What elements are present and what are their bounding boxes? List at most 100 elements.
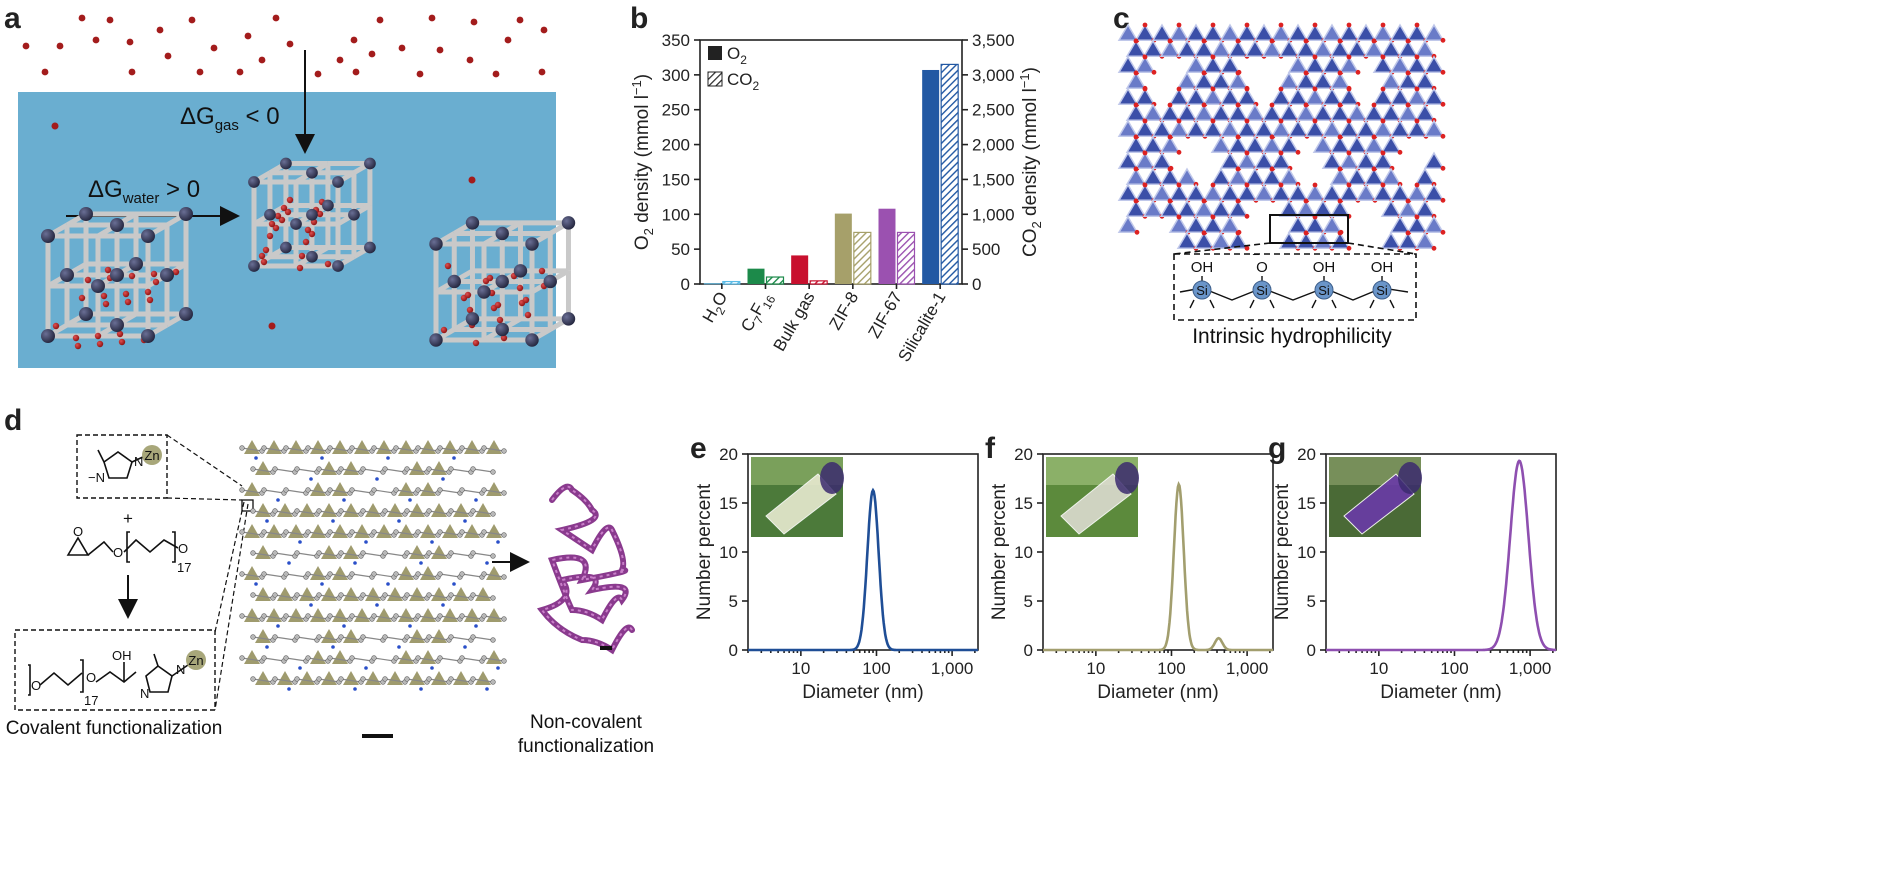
peg-epoxide xyxy=(66,531,179,563)
dls-ytick: 15 xyxy=(1014,494,1033,513)
dls-xtick: 1,000 xyxy=(931,659,974,678)
b-ylabel-left: O2 density (mmol l−1) xyxy=(629,74,656,250)
b-ytick-right: 0 xyxy=(972,275,981,294)
b-ytick-left: 0 xyxy=(681,275,690,294)
dls-xtick: 10 xyxy=(791,659,810,678)
dls-xtick: 100 xyxy=(1440,659,1468,678)
svg-text:Zn: Zn xyxy=(144,448,159,463)
b-bar-co2 xyxy=(896,231,916,285)
b-bar-o2 xyxy=(922,69,940,284)
si-atom xyxy=(1372,280,1392,300)
silanol-top-label: OH xyxy=(1191,259,1214,276)
svg-text:−N: −N xyxy=(88,470,105,485)
b-xtick-label: H2O xyxy=(699,289,735,328)
dls-ytick: 20 xyxy=(1297,445,1316,464)
dls-series-line xyxy=(1326,459,1556,652)
svg-text:Zn: Zn xyxy=(188,653,203,668)
panel-label-d: d xyxy=(4,404,23,437)
silanol-chain: Si OH Si O− Si OH Si OH xyxy=(1179,247,1409,309)
covalent-label: Covalent functionalization xyxy=(6,718,223,739)
b-ytick-right: 1,500 xyxy=(972,170,1015,189)
dls-ytick: 15 xyxy=(719,494,738,513)
b-bar-o2 xyxy=(703,283,721,285)
dls-xtick: 10 xyxy=(1086,659,1105,678)
silanol-top-label: O xyxy=(1256,259,1268,276)
si-label: Si xyxy=(1256,283,1268,298)
si-label: Si xyxy=(1376,283,1388,298)
b-ytick-right: 1,000 xyxy=(972,205,1015,224)
b-ytick-right: 2,000 xyxy=(972,136,1015,155)
svg-text:N: N xyxy=(176,662,185,677)
silanol-top-label: OH xyxy=(1371,259,1394,276)
b-bar-co2 xyxy=(853,231,872,285)
b-plot-frame xyxy=(699,39,963,285)
dls-ylabel: Number percent xyxy=(1272,483,1293,620)
vial-photo-inset xyxy=(1046,457,1139,537)
zif-cube-right xyxy=(429,216,576,347)
b-ytick-left: 250 xyxy=(662,101,690,120)
vial-photo-inset xyxy=(751,457,844,537)
silicalite-framework xyxy=(1117,22,1446,251)
dls-xtick: 1,000 xyxy=(1226,659,1269,678)
dls-series-line xyxy=(748,487,978,652)
panel-e-dls-chart: 0 5 10 15 20 10 100 1,000 Diameter (nm) Number pe… xyxy=(694,445,979,703)
panel-label-c: c xyxy=(1113,2,1130,35)
svg-text:17: 17 xyxy=(84,693,98,708)
dls-xtick: 100 xyxy=(1157,659,1185,678)
dls-ytick: 10 xyxy=(1297,543,1316,562)
b-ytick-left: 300 xyxy=(662,66,690,85)
svg-text:17: 17 xyxy=(177,560,191,575)
dls-ylabel: Number percent xyxy=(694,483,715,620)
silanol-top-label: OH xyxy=(1313,259,1336,276)
svg-text:OH: OH xyxy=(112,648,132,663)
si-atom xyxy=(1252,280,1272,300)
zn-icon xyxy=(142,445,162,465)
dissolved-molecules xyxy=(51,122,476,330)
svg-text:−: − xyxy=(1252,247,1260,262)
si-atom xyxy=(1192,280,1212,300)
dls-ytick: 0 xyxy=(1307,641,1316,660)
b-ytick-right: 3,500 xyxy=(972,31,1015,50)
plus-sign: + xyxy=(123,509,133,528)
b-ytick-left: 150 xyxy=(662,170,690,189)
b-xtick-label: Bulk gas xyxy=(770,289,819,355)
panel-d-illustration: Zn N −N + O O O 17 Zn O O 17 OH N N Cova… xyxy=(6,434,654,757)
b-bar-co2 xyxy=(722,280,741,285)
dls-ytick: 10 xyxy=(1014,543,1033,562)
dls-ytick: 0 xyxy=(1024,641,1033,660)
dls-ylabel: Number percent xyxy=(989,483,1010,620)
dls-xtick: 10 xyxy=(1369,659,1388,678)
zif-cube-left xyxy=(41,207,193,350)
svg-text:N: N xyxy=(134,454,143,469)
b-ytick-left: 100 xyxy=(662,205,690,224)
b-ytick-right: 3,000 xyxy=(972,66,1015,85)
panel-label-b: b xyxy=(630,2,649,35)
dls-xlabel: Diameter (nm) xyxy=(802,682,923,703)
b-bar-o2 xyxy=(747,268,765,284)
svg-text:N: N xyxy=(140,686,149,701)
functionalized-product xyxy=(28,653,189,696)
b-ytick-right: 500 xyxy=(972,240,1000,259)
dls-xlabel: Diameter (nm) xyxy=(1380,682,1501,703)
dls-series-line xyxy=(1043,481,1273,652)
protein-structure xyxy=(536,483,635,655)
panel-f-dls-chart: 0 5 10 15 20 10 100 1,000 Diameter (nm) Number pe… xyxy=(989,445,1274,703)
gas-molecules xyxy=(22,14,548,78)
b-ylabel-right: CO2 density (mmol l−1) xyxy=(1017,67,1044,257)
c-caption: Intrinsic hydrophilicity xyxy=(1192,325,1392,348)
b-legend-co2-swatch xyxy=(707,71,723,87)
b-bar-o2 xyxy=(791,255,809,284)
zif-cube-center xyxy=(248,157,376,272)
panel-b-bar-chart: 0 50 100 150 200 250 300 350 0 500 1,000 1,500 2,000… xyxy=(629,31,1044,365)
dls-ytick: 5 xyxy=(1024,592,1033,611)
b-bar-o2 xyxy=(834,213,852,284)
svg-text:O: O xyxy=(86,670,96,685)
panel-c-illustration: Si OH Si O− Si OH Si OH Intrinsic hydrophilicit… xyxy=(1117,22,1446,348)
panel-label-e: e xyxy=(690,432,707,465)
dls-ytick: 20 xyxy=(1014,445,1033,464)
b-ytick-left: 200 xyxy=(662,136,690,155)
svg-text:O: O xyxy=(178,541,188,556)
dls-xtick: 1,000 xyxy=(1509,659,1552,678)
b-bar-co2 xyxy=(765,276,785,285)
si-label: Si xyxy=(1196,283,1208,298)
